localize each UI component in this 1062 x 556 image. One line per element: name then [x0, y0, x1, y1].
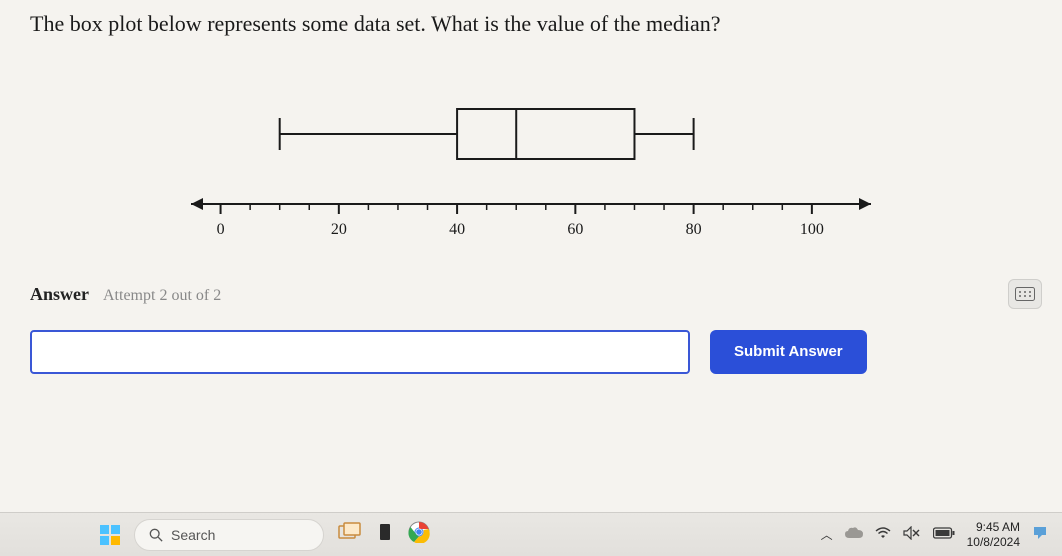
tray-expand-icon[interactable]: ︿ — [821, 526, 833, 543]
wifi-icon[interactable] — [875, 527, 891, 542]
boxplot-chart: 0 20 40 60 80 100 — [151, 84, 911, 254]
taskbar-chrome-icon[interactable] — [408, 521, 430, 548]
windows-taskbar: Search ︿ 9:45 AM 10/8 — [0, 512, 1062, 556]
notifications-icon[interactable] — [1032, 525, 1048, 544]
svg-text:60: 60 — [567, 221, 583, 238]
question-text: The box plot below represents some data … — [30, 10, 1032, 39]
boxplot-container: 0 20 40 60 80 100 — [151, 64, 911, 254]
volume-muted-icon[interactable] — [903, 526, 921, 543]
svg-text:20: 20 — [331, 221, 347, 238]
answer-input[interactable] — [30, 330, 690, 374]
taskbar-app-icon[interactable] — [380, 522, 390, 547]
attempt-text: Attempt 2 out of 2 — [103, 287, 221, 304]
svg-text:40: 40 — [449, 221, 465, 238]
onedrive-icon[interactable] — [845, 527, 863, 542]
battery-icon[interactable] — [933, 527, 955, 542]
start-button[interactable] — [100, 525, 120, 545]
svg-text:100: 100 — [800, 221, 824, 238]
svg-text:0: 0 — [217, 221, 225, 238]
taskbar-date: 10/8/2024 — [967, 535, 1020, 549]
taskbar-search[interactable]: Search — [134, 519, 324, 551]
taskbar-time: 9:45 AM — [976, 520, 1020, 534]
svg-text:80: 80 — [686, 221, 702, 238]
answer-label: Answer — [30, 284, 89, 304]
search-placeholder-text: Search — [171, 527, 215, 543]
search-icon — [149, 528, 163, 542]
keypad-button[interactable] — [1008, 279, 1042, 309]
taskbar-clock[interactable]: 9:45 AM 10/8/2024 — [967, 520, 1020, 549]
submit-answer-button[interactable]: Submit Answer — [710, 330, 867, 374]
taskbar-app-icon[interactable] — [338, 522, 362, 547]
